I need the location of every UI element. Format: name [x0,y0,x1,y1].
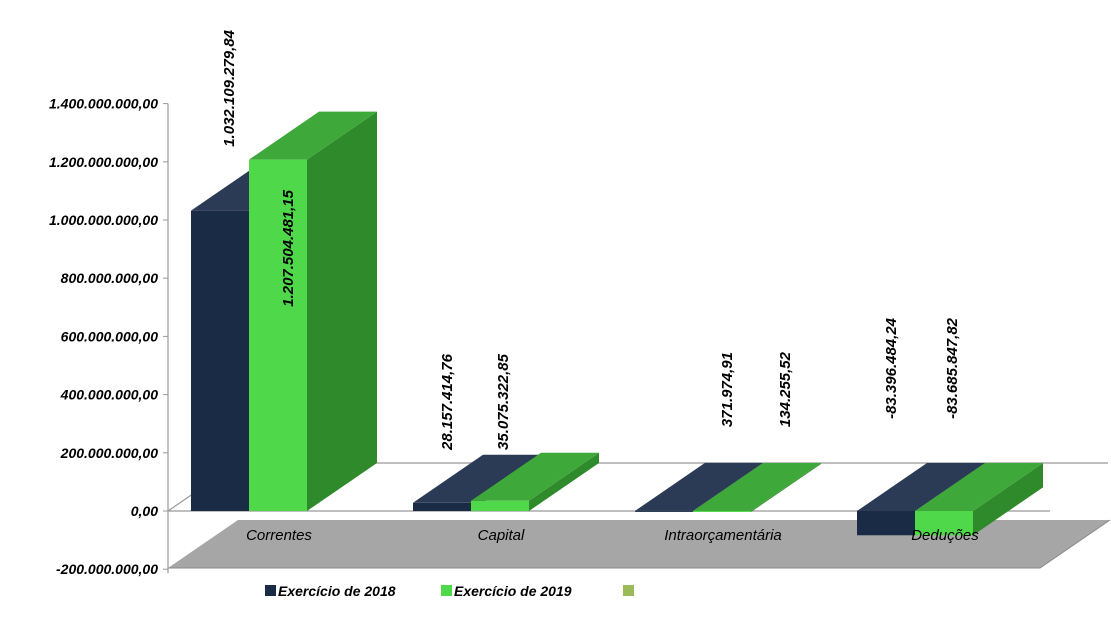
bar-front [413,502,471,511]
bar-2019-1 [471,452,599,511]
data-label-2018: 1.032.109.279,84 [221,29,238,146]
bars-layer [191,111,1043,536]
data-labels: 1.032.109.279,84 28.157.414,76 371.974,91 -… [221,29,961,451]
category-label: Correntes [246,527,312,544]
y-tick-label: 1.400.000.000,00 [49,96,158,112]
y-tick-label: 800.000.000,00 [61,270,159,286]
data-label-2019: 35.075.322,85 [495,353,512,450]
bar-side [529,452,599,511]
bar-side [751,462,821,512]
data-label-2019: 134.255,52 [777,351,794,427]
category-labels: Correntes Capital Intraorçamentária Deduçõe… [246,527,979,544]
legend-label: Exercício de 2019 [454,583,572,599]
bar-side [973,463,1043,536]
bar-front [857,511,915,536]
legend-label: Exercício de 2018 [278,583,396,599]
y-tick-label: 1.000.000.000,00 [49,212,158,228]
y-tick-label: 1.200.000.000,00 [49,154,158,170]
y-tick-label: 200.000.000,00 [60,445,159,461]
category-label: Intraorçamentária [664,527,782,544]
bar-side [307,111,377,511]
bar-front [915,511,973,536]
legend-swatch [265,585,276,596]
bar-top [413,454,541,503]
bar-front [191,210,249,512]
data-label-2018: -83.396.484,24 [883,317,900,419]
bar-top [915,463,1043,511]
bar-top [471,452,599,501]
legend-swatch [623,585,634,596]
floor-edge [168,519,1111,569]
bar-2019-2 [693,462,821,512]
y-tick-label: 0,00 [131,503,158,519]
bar-2019-3 [915,463,1043,536]
y-tick-label: -200.000.000,00 [56,561,158,577]
bar-front [249,159,307,511]
bar-front [471,500,529,511]
bar-top [635,462,763,511]
bar-front [693,510,751,512]
legend-swatch [441,585,452,596]
bar-top [249,111,377,160]
bar-top [857,463,985,511]
bar-2019-0 [249,111,377,511]
category-label: Capital [478,527,525,544]
data-label-2019: 1.207.504.481,15 [280,189,297,306]
category-label: Deduções [911,527,979,544]
data-label-2019: -83.685.847,82 [944,317,961,419]
bar-top [693,462,821,511]
y-tick-label: 400.000.000,00 [60,387,159,403]
legend: Exercício de 2018 Exercício de 2019 [265,583,634,599]
bar-front [635,510,693,512]
data-label-2018: 28.157.414,76 [439,353,456,451]
data-label-2018: 371.974,91 [719,352,736,427]
y-tick-label: 600.000.000,00 [61,328,159,344]
